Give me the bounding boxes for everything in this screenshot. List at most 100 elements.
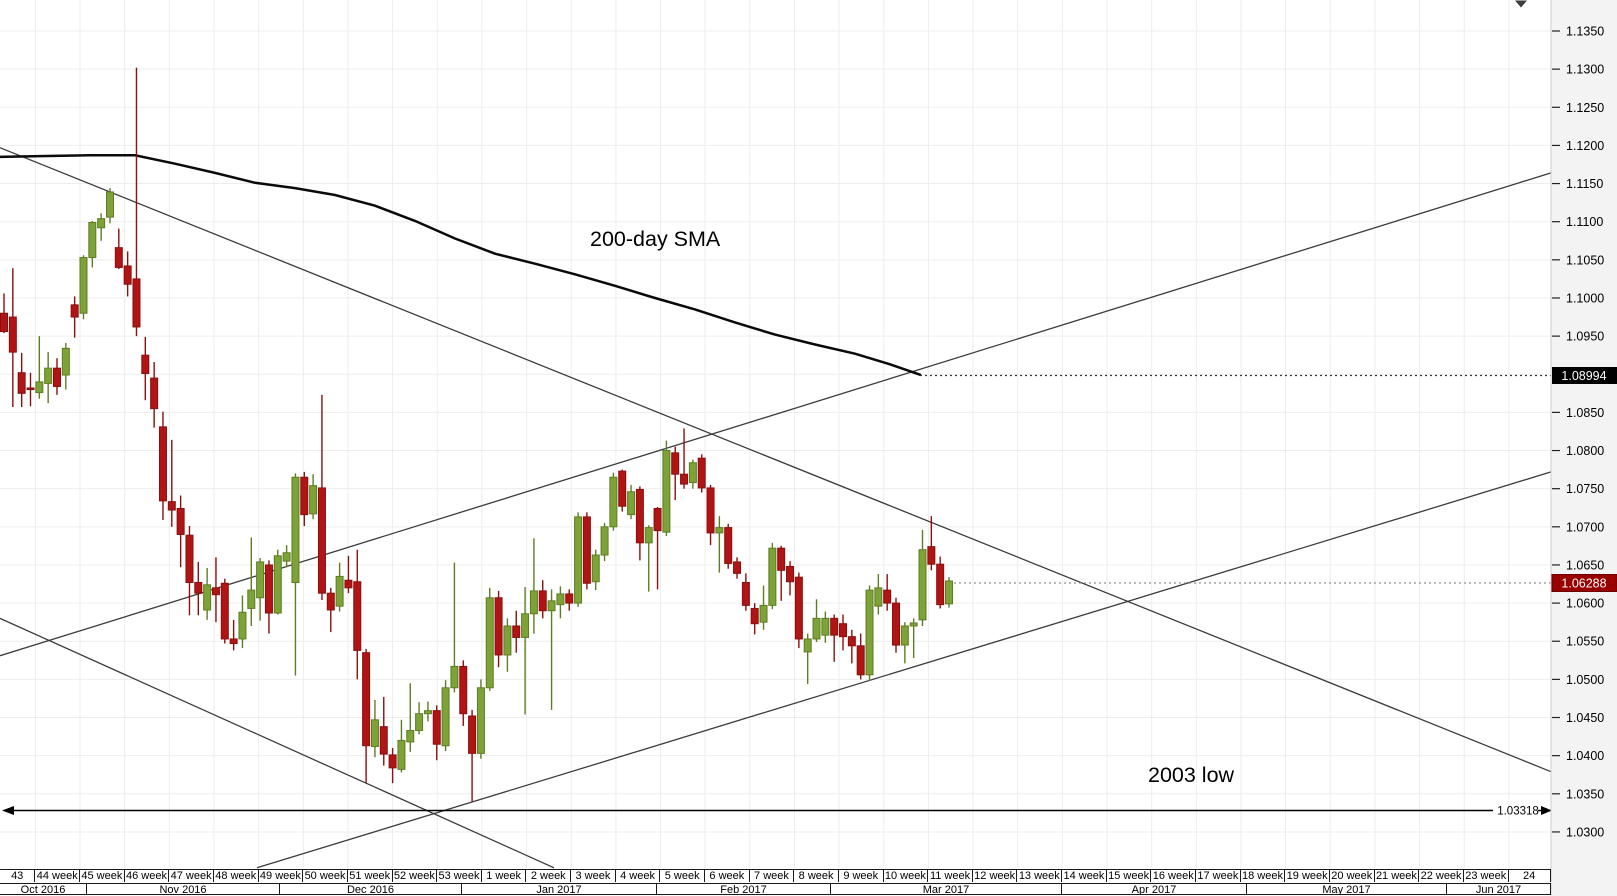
candle-body (344, 579, 353, 589)
price-tick-label: 1.0850 (1566, 406, 1604, 420)
sma-line (0, 154, 922, 376)
candle-body (141, 354, 150, 374)
candle-body (529, 590, 538, 615)
week-label: 53 week (437, 870, 482, 882)
candle-body (839, 623, 848, 638)
month-label: Apr 2017 (1062, 884, 1247, 894)
week-label: 9 week (839, 870, 884, 882)
candle-body (494, 597, 503, 656)
price-tick-label: 1.0350 (1566, 787, 1604, 801)
candle-down (653, 506, 662, 590)
candle-down (362, 648, 371, 784)
candle-body (671, 452, 680, 475)
candle-up (644, 525, 653, 592)
candle-up (273, 549, 282, 615)
trendlines (0, 147, 1552, 869)
week-label: 20 week (1330, 870, 1375, 882)
price-tick-label: 1.1300 (1566, 63, 1604, 77)
candle-body (300, 476, 309, 516)
candle-up (441, 680, 450, 752)
candle-up (909, 618, 918, 659)
candle-up (503, 618, 512, 672)
week-label: 45 week (80, 870, 125, 882)
candle-down (185, 526, 194, 616)
candle-down (0, 293, 8, 334)
candle-body (821, 617, 830, 636)
candle-body (609, 476, 618, 528)
candle-up (715, 516, 724, 573)
candle-body (865, 589, 874, 676)
week-axis-row: 43 44 week 45 week 46 week 47 week 48 week 49 … (0, 869, 1551, 882)
low-annotation-label: 2003 low (1148, 763, 1235, 787)
candle-body (35, 381, 44, 394)
candle-body (883, 589, 892, 604)
candle-body (132, 278, 141, 328)
candle-body (273, 555, 282, 614)
price-tick-label: 1.0450 (1566, 711, 1604, 725)
candle-body (309, 485, 318, 515)
candle-down (839, 614, 848, 651)
candle-body (247, 589, 256, 609)
scroll-down-icon[interactable] (1515, 0, 1527, 8)
candle-body (61, 347, 70, 376)
candle-up (574, 512, 583, 607)
candle-body (777, 547, 786, 571)
candle-up (282, 545, 291, 568)
candle-body (794, 576, 803, 640)
candle-up (556, 586, 565, 619)
candle-up (688, 459, 697, 489)
candle-body (203, 584, 212, 611)
price-tick-label: 1.1250 (1566, 101, 1604, 115)
candle-up (203, 568, 212, 620)
candle-down (856, 633, 865, 680)
candle-body (335, 575, 344, 607)
candle-down (158, 411, 167, 520)
candle-down (892, 597, 901, 653)
descending-channel-upper (0, 147, 1552, 773)
candle-down (264, 560, 273, 634)
candle-body (256, 561, 265, 599)
candle-up (547, 589, 556, 710)
descending-channel-lower (0, 617, 555, 869)
week-label: 51 week (348, 870, 393, 882)
candle-body (158, 426, 167, 502)
candle-down (794, 572, 803, 649)
candle-body (750, 607, 759, 625)
month-label: Dec 2016 (280, 884, 462, 894)
candle-body (476, 687, 485, 754)
week-label: 13 week (1017, 870, 1063, 882)
candle-body (582, 516, 591, 584)
candle-body (150, 377, 159, 410)
candle-body (379, 726, 388, 755)
candle-body (44, 367, 53, 384)
last-price-badge (1551, 574, 1617, 592)
candle-body (706, 487, 715, 534)
candle-body (627, 491, 636, 516)
candle-up (247, 537, 256, 626)
candle-up (865, 585, 874, 681)
price-tick-label: 1.0550 (1566, 635, 1604, 649)
candle-body (927, 546, 936, 565)
candle-body (786, 565, 795, 583)
week-label: 18 week (1241, 870, 1286, 882)
candle-down (468, 709, 477, 802)
week-label: 1 week (482, 870, 527, 882)
candle-down (936, 556, 945, 609)
candle-body (105, 191, 114, 218)
candle-body (406, 729, 415, 743)
candle-down (582, 512, 591, 590)
price-axis-ticks: 1.1350 1.1300 1.1250 1.1200 1.1150 1.1100 1.10… (1552, 25, 1604, 839)
candle-down (388, 748, 397, 784)
candle-body (680, 473, 689, 485)
candle-up (609, 472, 618, 531)
candle-down (379, 696, 388, 766)
candle-body (459, 665, 468, 715)
candles (0, 67, 953, 802)
candle-body (8, 316, 17, 353)
candle-body (856, 645, 865, 676)
price-tick-label: 1.1050 (1566, 253, 1604, 267)
candle-up (600, 523, 609, 562)
candle-up (79, 255, 88, 320)
candle-up (423, 701, 432, 722)
